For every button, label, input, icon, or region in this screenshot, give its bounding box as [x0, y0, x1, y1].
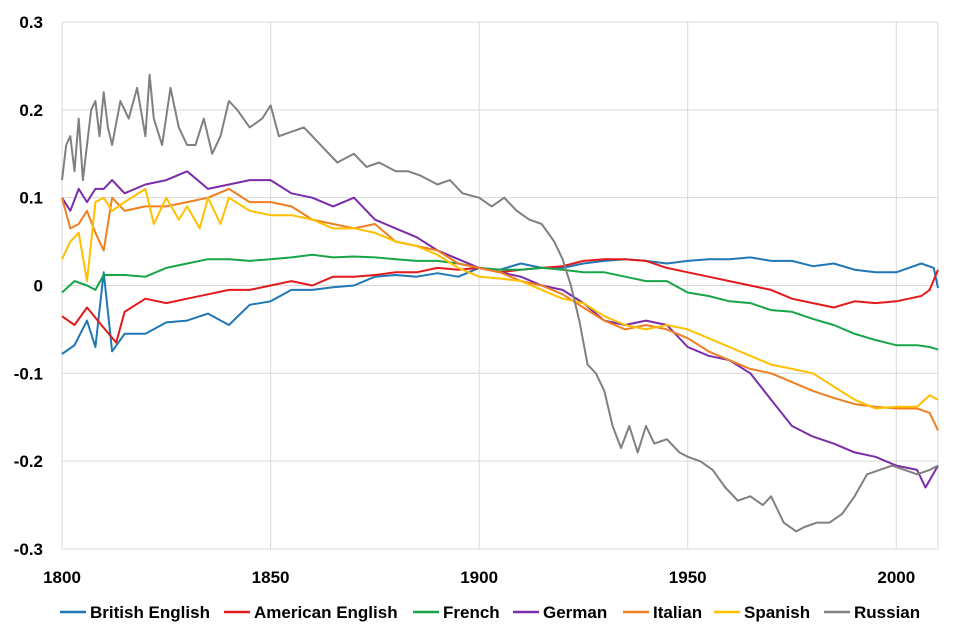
x-axis: 1800 1850 1900 1950 2000 — [43, 568, 915, 587]
x-tick-label: 2000 — [877, 568, 915, 587]
legend-label: American English — [254, 603, 398, 622]
x-tick-label: 1800 — [43, 568, 81, 587]
x-tick-label: 1900 — [460, 568, 498, 587]
legend-item: American English — [224, 603, 398, 622]
legend: British English American English French Ger… — [60, 603, 920, 622]
series-line-russian — [61, 73, 939, 533]
plot-lines — [61, 73, 939, 533]
series-line-french — [61, 253, 939, 351]
y-tick-label: 0 — [34, 277, 43, 296]
y-axis: 0.3 0.2 0.1 0 -0.1 -0.2 -0.3 — [14, 13, 43, 559]
x-tick-label: 1950 — [669, 568, 707, 587]
legend-item: British English — [60, 603, 210, 622]
y-tick-label: -0.3 — [14, 540, 43, 559]
series-line-italian — [61, 187, 939, 431]
y-tick-label: 0.3 — [19, 13, 43, 32]
series-line-spanish — [61, 187, 939, 410]
legend-item: French — [413, 603, 500, 622]
legend-label: Spanish — [744, 603, 810, 622]
legend-label: Italian — [653, 603, 702, 622]
x-tick-label: 1850 — [252, 568, 290, 587]
legend-item: German — [513, 603, 607, 622]
y-tick-label: 0.2 — [19, 101, 43, 120]
series-line-german — [61, 170, 939, 489]
y-tick-label: -0.2 — [14, 452, 43, 471]
y-tick-label: -0.1 — [14, 364, 43, 383]
legend-item: Russian — [824, 603, 920, 622]
legend-item: Spanish — [714, 603, 810, 622]
legend-label: French — [443, 603, 500, 622]
y-tick-label: 0.1 — [19, 189, 43, 208]
legend-label: German — [543, 603, 607, 622]
legend-item: Italian — [623, 603, 702, 622]
legend-label: British English — [90, 603, 210, 622]
legend-label: Russian — [854, 603, 920, 622]
